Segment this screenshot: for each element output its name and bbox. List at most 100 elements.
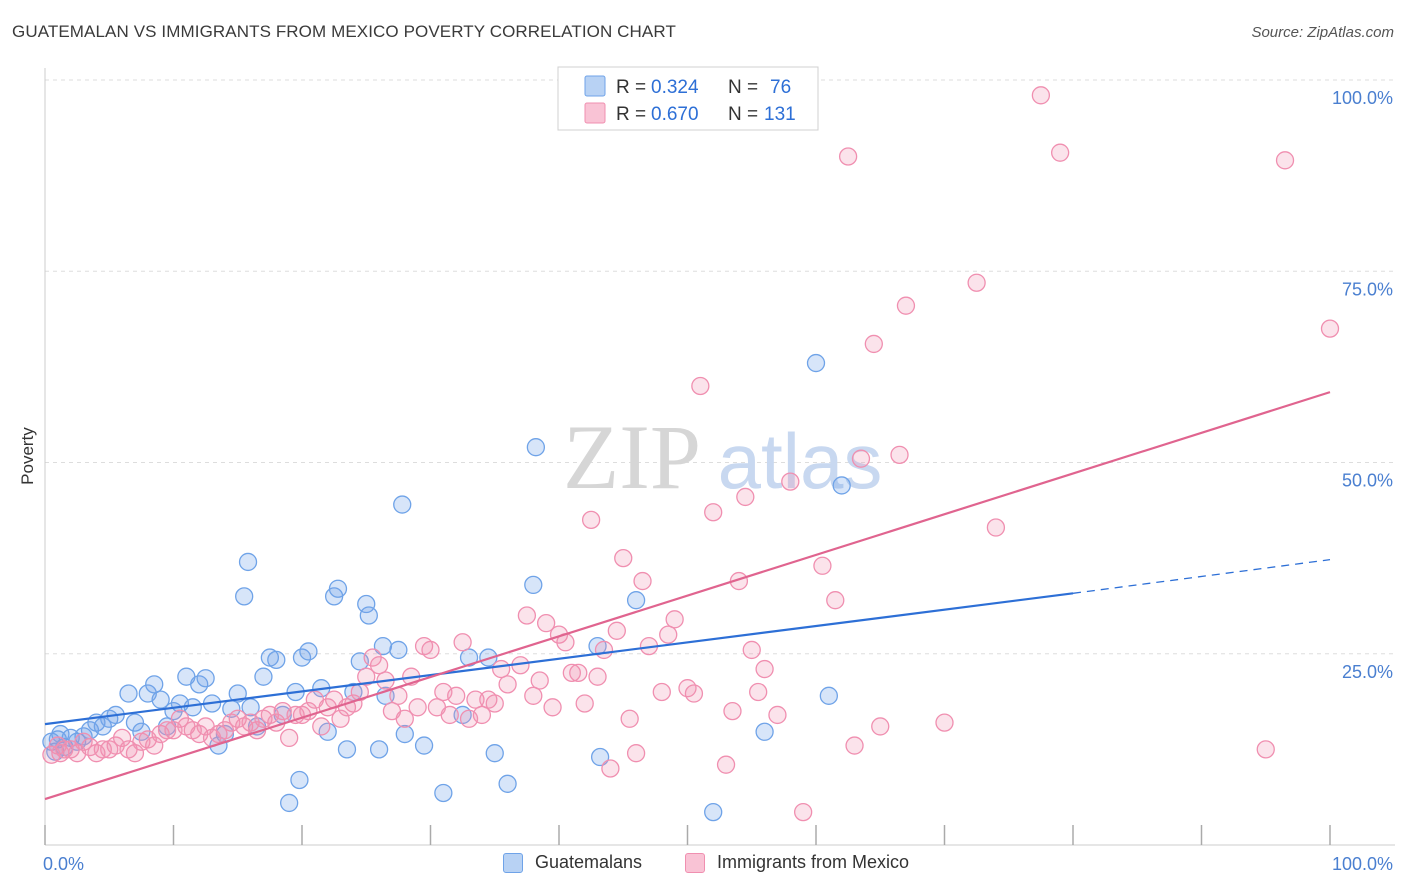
data-point-guatemalans bbox=[806, 353, 826, 373]
data-point-mexico bbox=[1051, 143, 1070, 162]
data-point-guatemalans bbox=[235, 587, 254, 606]
data-point-guatemalans bbox=[267, 650, 286, 670]
watermark-atlas: atlas bbox=[718, 417, 883, 505]
data-point-guatemalans bbox=[279, 793, 299, 813]
data-point-mexico bbox=[447, 686, 466, 705]
data-point-guatemalans bbox=[626, 591, 646, 610]
legend-item-mexico[interactable]: Immigrants from Mexico bbox=[685, 852, 909, 873]
watermark: ZIP atlas bbox=[563, 406, 882, 508]
data-point-mexico bbox=[395, 709, 414, 728]
data-point-guatemalans bbox=[414, 736, 434, 755]
data-point-mexico bbox=[569, 663, 588, 683]
data-point-mexico bbox=[723, 701, 742, 721]
data-point-guatemalans bbox=[524, 575, 543, 595]
data-point-guatemalans bbox=[369, 740, 389, 759]
x-tick-label-min: 0.0% bbox=[43, 854, 84, 874]
data-point-mexico bbox=[421, 640, 440, 660]
guatemalans-swatch bbox=[503, 852, 523, 873]
data-point-mexico bbox=[331, 709, 350, 728]
data-point-mexico bbox=[781, 472, 800, 491]
data-point-mexico bbox=[614, 548, 633, 568]
data-point-mexico bbox=[453, 633, 472, 652]
data-point-mexico bbox=[826, 591, 845, 610]
data-point-mexico bbox=[357, 667, 376, 686]
data-point-mexico bbox=[935, 713, 954, 732]
data-point-mexico bbox=[145, 736, 164, 755]
data-point-mexico bbox=[440, 705, 459, 725]
legend-label-mexico: Immigrants from Mexico bbox=[717, 852, 910, 872]
data-point-guatemalans bbox=[357, 594, 376, 614]
data-point-mexico bbox=[279, 728, 299, 748]
data-point-mexico bbox=[498, 675, 517, 694]
data-point-mexico bbox=[594, 640, 614, 660]
data-point-guatemalans bbox=[238, 552, 258, 572]
data-point-mexico bbox=[537, 614, 556, 633]
y-tick-label: 25.0% bbox=[1342, 662, 1393, 682]
data-point-mexico bbox=[864, 334, 883, 354]
data-point-mexico bbox=[691, 376, 710, 396]
data-point-mexico bbox=[716, 755, 736, 774]
data-point-mexico bbox=[1031, 86, 1051, 105]
trend-line-guatemalans bbox=[44, 592, 1074, 726]
data-point-guatemalans bbox=[359, 606, 378, 625]
trend-lines bbox=[44, 391, 1331, 801]
data-point-mexico bbox=[845, 736, 864, 755]
data-point-guatemalans bbox=[485, 744, 504, 763]
data-point-guatemalans bbox=[819, 686, 838, 705]
data-point-mexico bbox=[369, 656, 389, 675]
data-point-mexico bbox=[581, 510, 601, 530]
data-point-mexico bbox=[575, 694, 594, 713]
data-point-mexico bbox=[1320, 319, 1340, 338]
chart-source: Source: ZipAtlas.com bbox=[1251, 24, 1394, 41]
data-point-mexico bbox=[472, 705, 492, 725]
data-point-mexico bbox=[543, 698, 562, 717]
data-point-mexico bbox=[626, 744, 646, 763]
legend-item-guatemalans[interactable]: Guatemalans bbox=[503, 852, 642, 873]
x-tick-label-max: 100.0% bbox=[1332, 854, 1393, 874]
legend-n-value-1: 76 bbox=[770, 77, 791, 98]
data-point-mexico bbox=[530, 671, 549, 690]
data-point-mexico bbox=[485, 694, 504, 713]
data-point-mexico bbox=[851, 449, 871, 468]
legend-n-value-2: 131 bbox=[764, 104, 796, 125]
data-point-guatemalans bbox=[125, 713, 145, 732]
data-point-guatemalans bbox=[151, 690, 170, 709]
legend-r-value-1: 0.324 bbox=[651, 77, 699, 98]
data-point-guatemalans bbox=[459, 648, 479, 667]
legend-n-label-1: N = bbox=[728, 77, 758, 98]
data-point-guatemalans bbox=[228, 684, 247, 703]
data-point-mexico bbox=[665, 610, 684, 629]
watermark-zip: ZIP bbox=[563, 406, 701, 508]
mexico-swatch bbox=[685, 852, 705, 873]
data-point-mexico bbox=[684, 684, 704, 703]
data-point-mexico bbox=[1256, 740, 1275, 759]
legend-n-label-2: N = bbox=[728, 104, 758, 125]
data-point-guatemalans bbox=[299, 642, 318, 661]
data-point-guatemalans bbox=[832, 476, 851, 495]
data-point-mexico bbox=[588, 667, 607, 686]
data-point-guatemalans bbox=[590, 747, 610, 767]
data-point-guatemalans bbox=[704, 802, 723, 822]
data-point-mexico bbox=[838, 147, 858, 166]
axes bbox=[44, 68, 1395, 846]
data-point-mexico bbox=[157, 721, 177, 740]
data-point-mexico bbox=[704, 503, 723, 522]
data-point-mexico bbox=[466, 690, 485, 709]
data-point-mexico bbox=[794, 802, 813, 822]
data-point-mexico bbox=[890, 445, 909, 465]
data-point-mexico bbox=[524, 686, 543, 705]
chart-title: GUATEMALAN VS IMMIGRANTS FROM MEXICO POV… bbox=[12, 22, 676, 41]
data-point-mexico bbox=[620, 709, 639, 728]
data-point-guatemalans bbox=[337, 740, 357, 759]
data-point-guatemalans bbox=[254, 667, 273, 686]
data-point-guatemalans bbox=[290, 770, 309, 790]
data-point-guatemalans bbox=[526, 438, 546, 457]
data-point-mexico bbox=[562, 663, 581, 683]
data-point-guatemalans bbox=[393, 495, 412, 514]
data-point-mexico bbox=[813, 556, 832, 575]
y-tick-label: 100.0% bbox=[1332, 88, 1393, 108]
data-point-mexico bbox=[736, 487, 755, 507]
data-point-mexico bbox=[492, 659, 511, 679]
data-point-mexico bbox=[1275, 151, 1295, 170]
